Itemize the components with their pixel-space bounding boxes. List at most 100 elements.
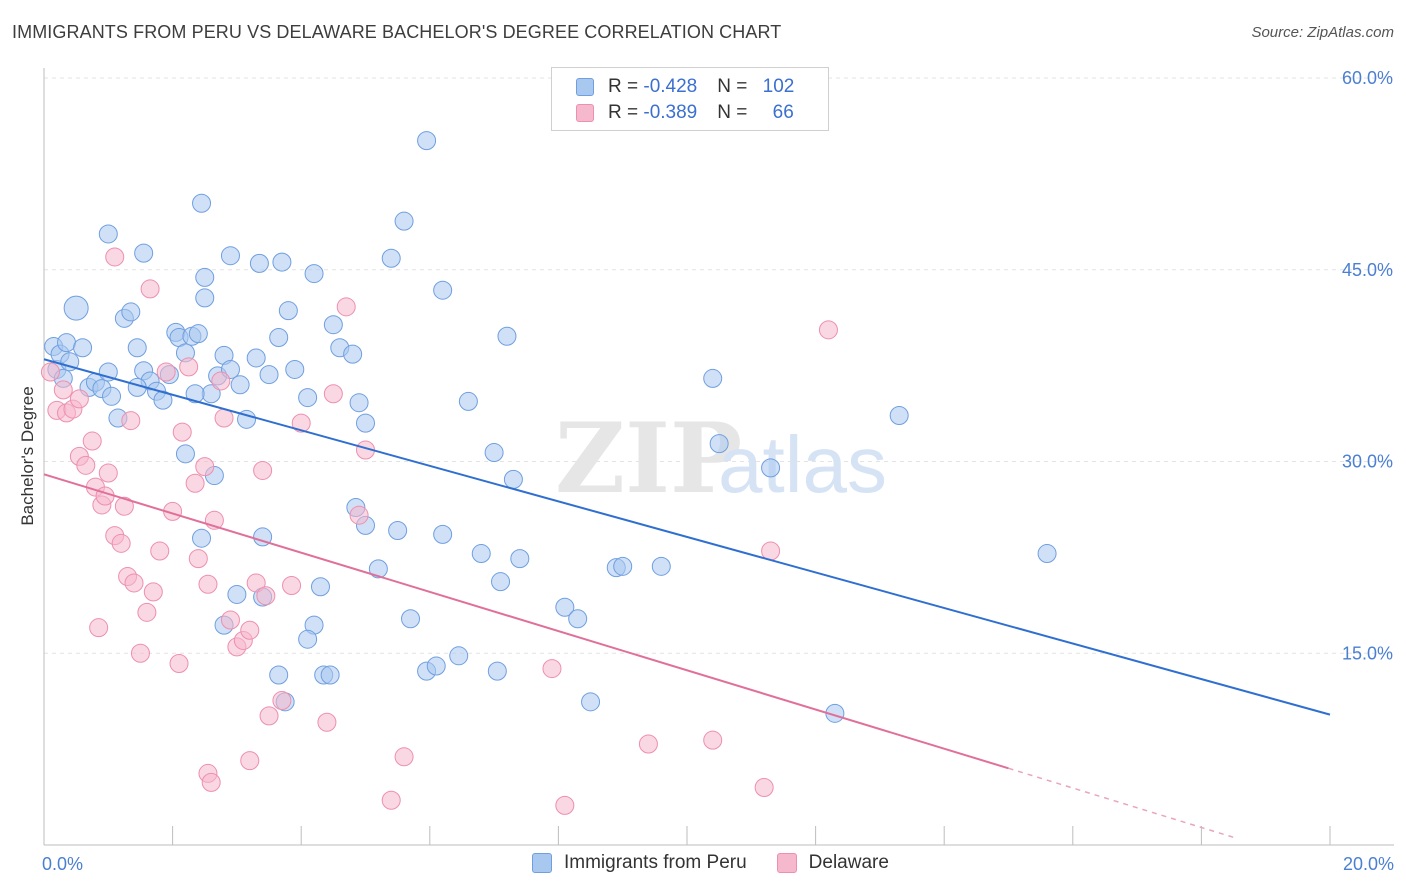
data-point <box>761 458 781 478</box>
data-point <box>320 665 340 685</box>
legend-label-delaware: Delaware <box>808 852 889 873</box>
data-point <box>105 247 125 267</box>
x-ticks <box>43 826 1331 845</box>
data-point <box>394 747 414 767</box>
watermark-atlas: atlas <box>718 420 887 509</box>
data-point <box>230 375 250 395</box>
data-point <box>102 386 122 406</box>
data-point <box>121 411 141 431</box>
data-point <box>381 248 401 268</box>
data-point <box>568 609 588 629</box>
legend-r-value: -0.389 <box>643 102 698 123</box>
data-point <box>137 602 157 622</box>
series-points-delaware <box>40 247 838 815</box>
data-point <box>143 582 163 602</box>
data-point <box>497 326 517 346</box>
data-point <box>175 444 195 464</box>
data-point <box>484 443 504 463</box>
y-tick-label: 45.0% <box>1342 260 1393 280</box>
data-point <box>192 193 212 213</box>
gridlines <box>44 77 1394 654</box>
chart-title: IMMIGRANTS FROM PERU VS DELAWARE BACHELO… <box>12 22 782 42</box>
data-point <box>282 575 302 595</box>
data-point <box>401 609 421 629</box>
data-point <box>121 302 141 322</box>
data-point <box>754 777 774 797</box>
data-point <box>253 460 273 480</box>
data-point <box>82 431 102 451</box>
y-tick-labels: 15.0% 30.0% 45.0% 60.0% <box>1342 68 1393 663</box>
y-tick-label: 15.0% <box>1342 643 1393 663</box>
data-point <box>638 734 658 754</box>
data-point <box>256 586 276 606</box>
legend-r-label: R = <box>608 76 644 97</box>
watermark-zip: ZIP <box>555 402 742 515</box>
data-point <box>304 264 324 284</box>
data-point <box>343 344 363 364</box>
data-point <box>140 279 160 299</box>
trend-line-extension <box>1008 767 1234 839</box>
data-point <box>426 656 446 676</box>
data-point <box>195 288 215 308</box>
data-point <box>703 730 723 750</box>
data-point <box>95 486 115 506</box>
data-point <box>709 434 729 454</box>
data-point <box>417 131 437 151</box>
data-point <box>53 380 73 400</box>
data-point <box>349 393 369 413</box>
data-point <box>269 665 289 685</box>
legend-r-label: R = <box>608 102 644 123</box>
legend-swatch-delaware <box>576 104 594 122</box>
data-point <box>581 692 601 712</box>
data-point <box>246 573 266 593</box>
data-point <box>433 280 453 300</box>
data-point <box>240 751 260 771</box>
data-point <box>76 455 96 475</box>
data-point <box>317 712 337 732</box>
data-point <box>651 556 671 576</box>
data-point <box>172 422 192 442</box>
data-point <box>471 544 491 564</box>
data-point <box>156 362 176 382</box>
trend-lines <box>43 358 1331 839</box>
legend-item-peru[interactable]: Immigrants from Peru <box>532 852 747 874</box>
data-point <box>1037 544 1057 564</box>
data-point <box>368 559 388 579</box>
chart-source: Source: ZipAtlas.com <box>1251 24 1394 41</box>
axes <box>43 68 1394 846</box>
data-point <box>818 320 838 340</box>
data-point <box>220 610 240 630</box>
data-point <box>73 338 93 358</box>
x-tick-label-max: 20.0% <box>1343 854 1394 874</box>
legend-n-value: 66 <box>772 102 794 123</box>
data-point <box>220 246 240 266</box>
data-point <box>555 597 575 617</box>
legend-swatch-delaware <box>776 853 797 873</box>
data-point <box>98 224 118 244</box>
data-point <box>336 297 356 317</box>
data-point <box>111 533 131 553</box>
data-point <box>179 357 199 377</box>
legend-item-delaware[interactable]: Delaware <box>776 852 889 874</box>
data-point <box>89 618 109 638</box>
data-point <box>291 413 311 433</box>
data-point <box>114 496 134 516</box>
y-axis-title: Bachelor's Degree <box>18 386 37 525</box>
data-point <box>356 413 375 433</box>
data-point <box>40 362 60 382</box>
series-points-immigrants-from-peru <box>44 131 1057 723</box>
data-point <box>272 691 292 711</box>
data-point <box>394 211 414 231</box>
legend-r-value: -0.428 <box>643 76 698 97</box>
data-point <box>503 469 523 489</box>
data-point <box>69 389 89 409</box>
data-point <box>188 549 208 569</box>
data-point <box>487 661 507 681</box>
data-point <box>130 643 150 663</box>
data-point <box>349 505 369 525</box>
data-point <box>388 521 408 541</box>
data-point <box>703 368 723 388</box>
legend-series: Immigrants from Peru Delaware <box>532 852 919 874</box>
legend-swatch-peru <box>532 853 552 873</box>
